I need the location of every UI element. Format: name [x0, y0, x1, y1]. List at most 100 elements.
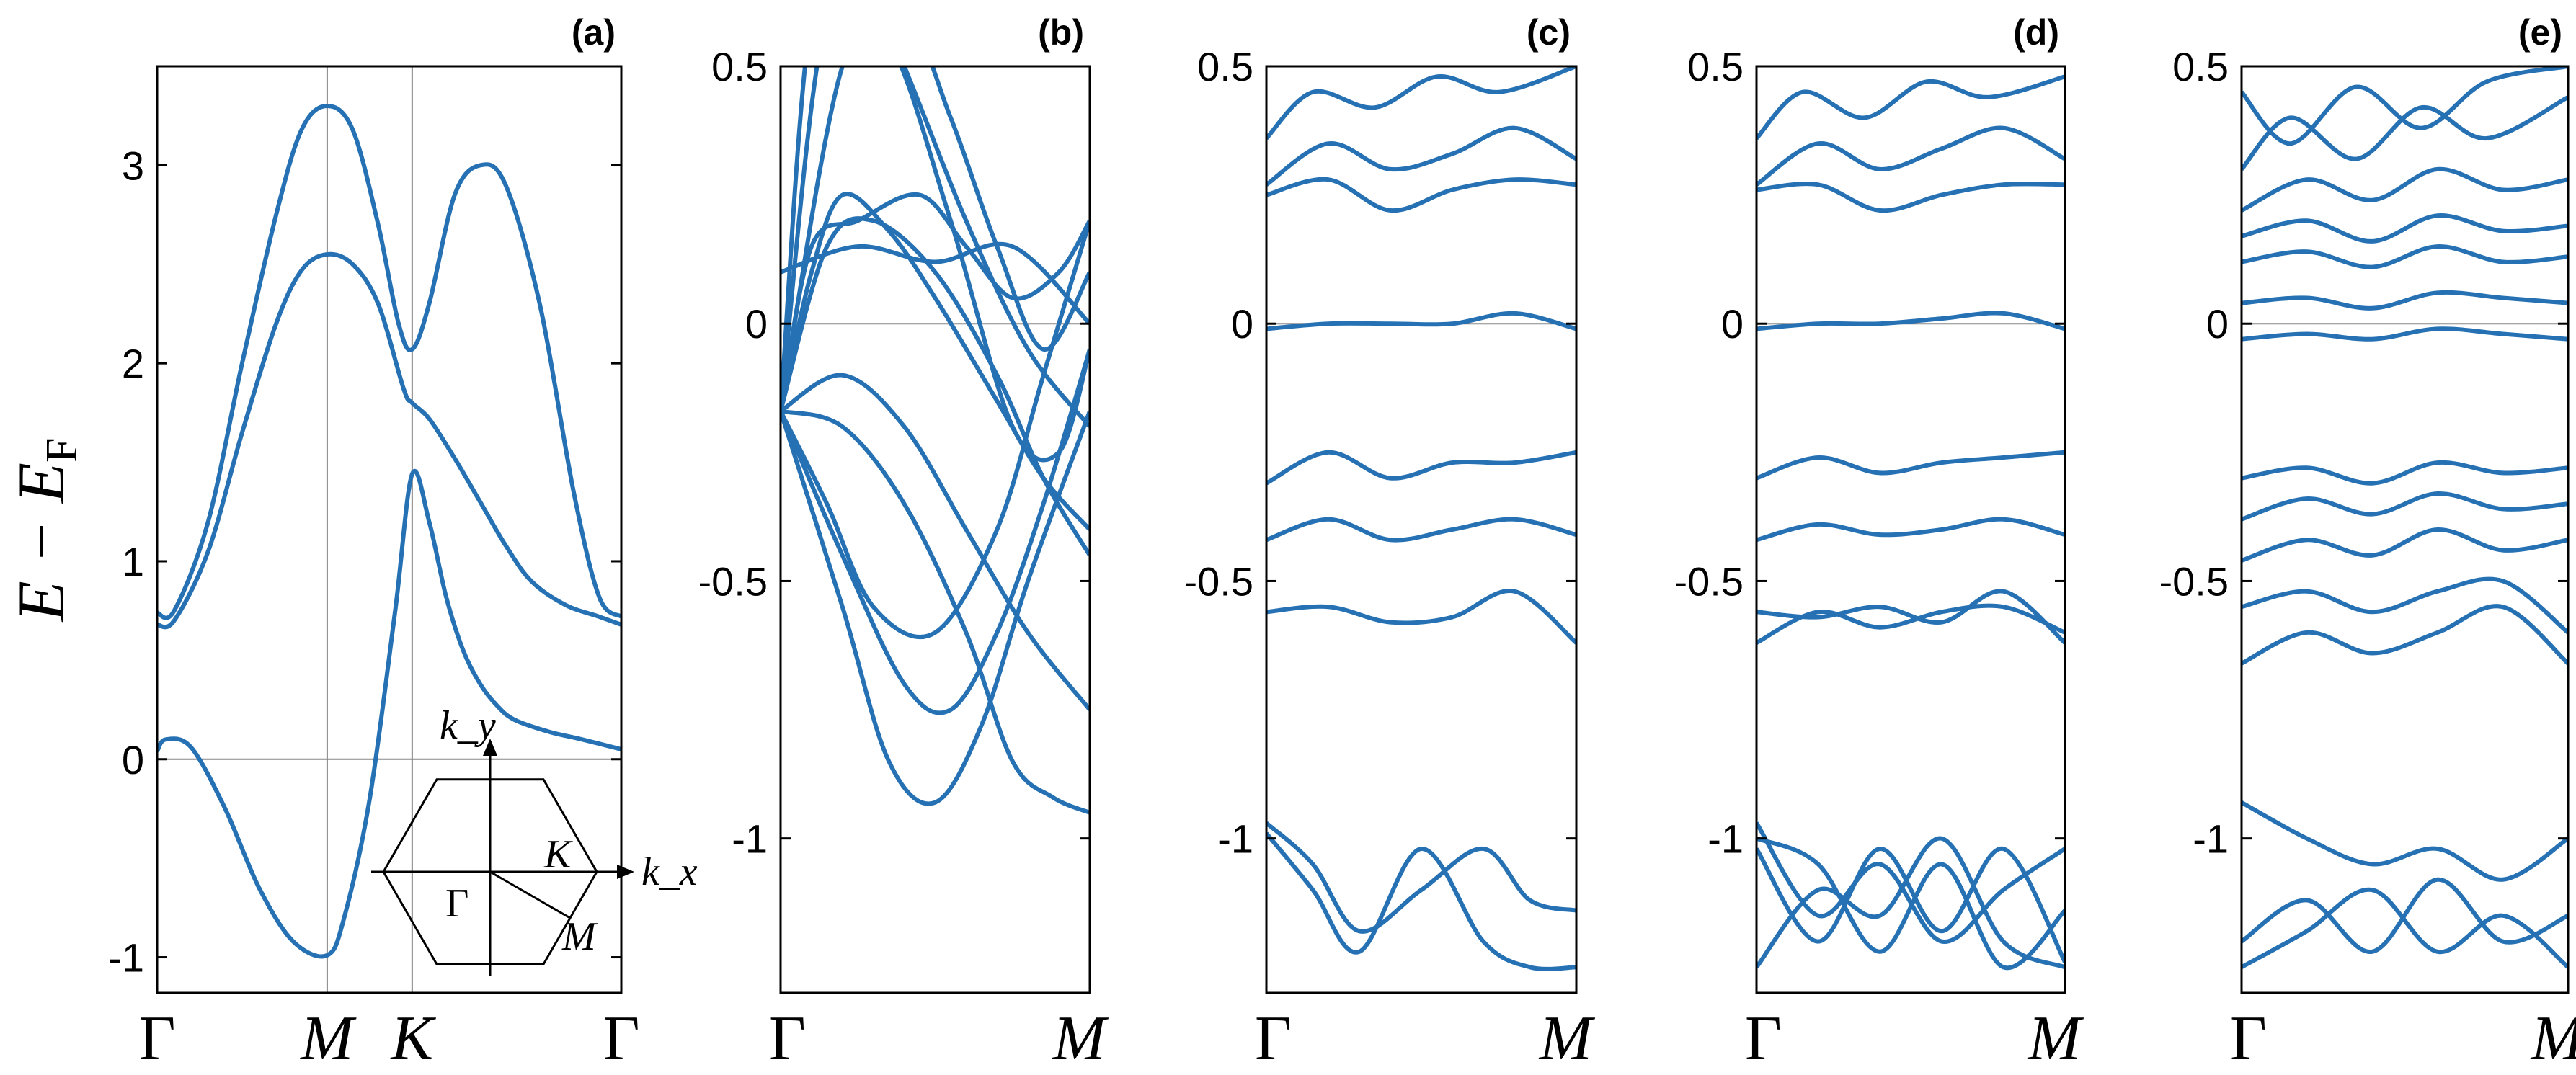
axes-frame: [156, 65, 623, 994]
panel-c: -1 -0.5 0 0.5 Γ M (c): [1184, 12, 1596, 1074]
ytick-label: -0.5: [698, 558, 768, 604]
band-line-c8: [1266, 125, 1576, 187]
band-line-b3: [781, 220, 1090, 639]
ytick-label: -0.5: [2159, 558, 2229, 604]
band-line-c1: [1266, 821, 1576, 934]
ytick-label: 1: [122, 539, 144, 584]
xtick-label: K: [389, 1004, 436, 1074]
panel-label: (e): [2518, 12, 2562, 53]
ytick-label: -1: [732, 816, 768, 862]
axes-frame: [1755, 65, 2066, 994]
band-line-c6: [1266, 311, 1576, 331]
band-line-b9: [781, 66, 1090, 412]
ytick-label: 0: [1721, 301, 1744, 347]
bands: [2242, 66, 2568, 969]
band-line-e12: [2242, 213, 2568, 244]
bands: [157, 104, 621, 959]
band-line-d7: [1756, 517, 2065, 543]
xtick-label: Γ: [1745, 1004, 1782, 1074]
ytick-label: 0.5: [711, 44, 768, 89]
band-line-b7: [781, 192, 1090, 532]
band-line-b2: [781, 349, 1090, 715]
xtick-label: Γ: [2230, 1004, 2267, 1074]
band-line-c3: [1266, 589, 1576, 645]
axes-frame: [1265, 65, 1578, 994]
band-line-b1: [781, 410, 1090, 806]
band-line-b5: [781, 373, 1090, 711]
panel-label: (b): [1038, 12, 1084, 53]
band-line-e9: [2242, 326, 2568, 342]
xtick-label: M: [299, 1004, 357, 1074]
band-line-band-1: [157, 469, 621, 959]
band-line-e15: [2242, 66, 2568, 146]
ytick-label: -1: [1217, 816, 1253, 862]
ytick-label: -0.5: [1184, 558, 1254, 604]
band-line-b4: [781, 409, 1090, 815]
ytick-label: -1: [2193, 816, 2229, 862]
band-line-c4: [1266, 517, 1576, 543]
ytick-label: 0: [1231, 301, 1253, 347]
band-line-e8: [2242, 460, 2568, 486]
inset-label-k: K: [543, 832, 573, 877]
kx-arrow-icon: [617, 865, 634, 879]
inset-label-m: M: [561, 914, 598, 959]
band-line-e4: [2242, 604, 2568, 666]
band-line-e5: [2242, 576, 2568, 635]
band-line-e6: [2242, 527, 2568, 563]
inset-label-gamma: Γ: [445, 881, 468, 926]
band-line-b11: [781, 66, 1090, 463]
band-line-e1: [2242, 800, 2568, 882]
band-line-d10: [1756, 182, 2065, 213]
xtick-label: M: [1538, 1004, 1596, 1074]
band-line-b8: [781, 192, 1090, 412]
band-line-c5: [1266, 450, 1576, 486]
axes-frame: [779, 65, 1091, 994]
band-line-band-3: [157, 104, 621, 620]
ytick-label: 0: [122, 737, 144, 782]
ytick-label: -1: [108, 935, 144, 981]
xtick-label: M: [2530, 1004, 2576, 1074]
band-line-c9: [1266, 66, 1576, 140]
panel-b: -1 -0.5 0 0.5 Γ M (b): [698, 12, 1109, 1074]
inset-label-kx: k_x: [641, 849, 698, 894]
band-line-d6: [1756, 603, 2065, 645]
bands: [1756, 74, 2065, 971]
ytick-label: 0.5: [1197, 44, 1253, 89]
ytick-label: -1: [1707, 816, 1744, 862]
band-line-e14: [2242, 95, 2568, 171]
ytick-label: 2: [122, 341, 144, 386]
band-line-d3: [1756, 846, 2065, 963]
xtick-label: Γ: [769, 1004, 806, 1074]
ytick-label: 3: [122, 143, 144, 188]
band-line-c2: [1266, 831, 1576, 971]
ky-arrow-icon: [483, 739, 497, 756]
bands: [1266, 66, 1576, 971]
band-line-b12: [781, 66, 1090, 428]
panel-label: (d): [2013, 12, 2059, 53]
band-line-b10: [781, 241, 1090, 326]
bands: [781, 66, 1090, 815]
brillouin-zone-inset: k_y k_x Γ KM: [371, 703, 698, 976]
axes-frame: [2240, 65, 2570, 994]
band-line-e3: [2242, 887, 2568, 969]
panel-label: (c): [1527, 12, 1571, 53]
band-line-d11: [1756, 125, 2065, 187]
xtick-label: M: [2027, 1004, 2084, 1074]
band-line-e10: [2242, 290, 2568, 311]
y-axis-label: E − EF: [4, 438, 86, 623]
xtick-label: Γ: [603, 1004, 640, 1074]
band-line-d9: [1756, 311, 2065, 331]
ytick-label: 0: [2206, 301, 2229, 347]
band-line-d4: [1756, 836, 2065, 970]
band-line-e2: [2242, 877, 2568, 954]
band-line-d8: [1756, 450, 2065, 481]
ytick-label: -0.5: [1674, 558, 1744, 604]
band-line-e11: [2242, 244, 2568, 269]
xtick-label: Γ: [139, 1004, 176, 1074]
band-line-d2: [1756, 836, 2065, 971]
ytick-label: 0.5: [1687, 44, 1744, 89]
band-line-e13: [2242, 166, 2568, 213]
xtick-label: Γ: [1255, 1004, 1292, 1074]
panel-e: -1 -0.5 0 0.5 Γ M (e): [2159, 12, 2576, 1074]
